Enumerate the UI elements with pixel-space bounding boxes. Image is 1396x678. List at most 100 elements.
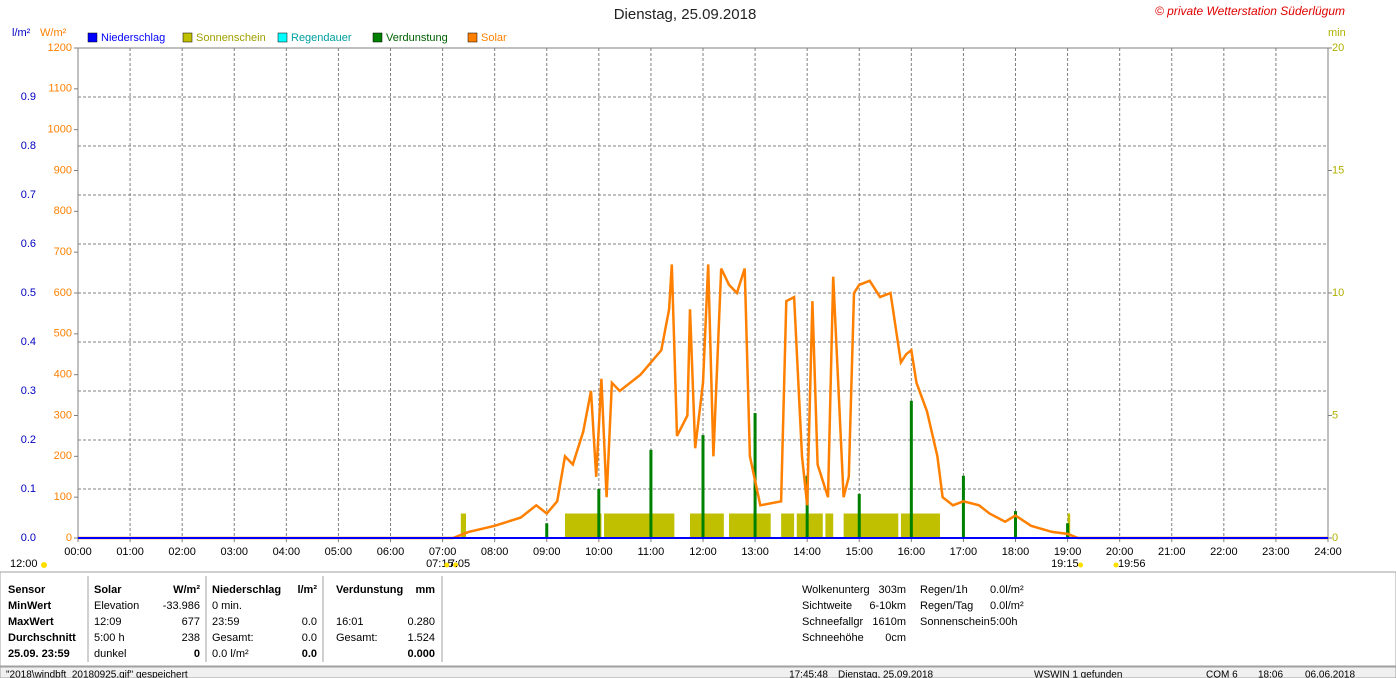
y3-tick-label: 5 <box>1332 409 1338 421</box>
sunshine-bar <box>604 513 675 538</box>
x-tick-label: 15:00 <box>845 546 873 558</box>
time-annotation: 19:15 <box>1051 558 1079 570</box>
status-text: "2018\windbft_20180925.gif" gespeichert <box>6 670 188 678</box>
x-tick-label: 10:00 <box>585 546 613 558</box>
x-tick-label: 09:00 <box>533 546 561 558</box>
evaporation-bar <box>1066 523 1070 538</box>
legend-swatch <box>372 32 383 43</box>
stats-cell: dunkel <box>94 648 126 660</box>
y-tick-label: 0.3 <box>21 385 36 397</box>
stats-cell: 12:09 <box>94 616 122 628</box>
stats-cell: Durchschnitt <box>8 632 76 644</box>
evaporation-bar <box>649 449 653 538</box>
stats-cell: Solar <box>94 584 122 596</box>
legend-label: Regendauer <box>291 32 352 44</box>
y-tick-label: 0.9 <box>21 91 36 103</box>
rain-label: Regen/1h <box>920 584 968 596</box>
weather-label: Schneehöhe <box>802 632 864 644</box>
rain-label: Regen/Tag <box>920 600 973 612</box>
sun-marker <box>41 562 47 568</box>
stats-cell: MaxWert <box>8 616 54 628</box>
x-tick-label: 02:00 <box>168 546 196 558</box>
sunshine-bar <box>564 513 602 538</box>
legend-label: Sonnenschein <box>196 32 266 44</box>
evaporation-bar <box>701 435 705 538</box>
y2-tick-label: 800 <box>54 205 72 217</box>
y2-tick-label: 500 <box>54 328 72 340</box>
status-bar <box>0 666 1396 678</box>
weather-label: Wolkenunterg <box>802 584 870 596</box>
rain-value: 5:00h <box>990 616 1018 628</box>
y2-tick-label: 1100 <box>48 83 72 95</box>
weather-value: 303m <box>878 584 906 596</box>
stats-cell: Sensor <box>8 584 46 596</box>
sunshine-bar <box>460 513 467 538</box>
x-tick-label: 21:00 <box>1158 546 1186 558</box>
x-tick-label: 22:00 <box>1210 546 1238 558</box>
stats-cell: 0 min. <box>212 600 242 612</box>
x-tick-label: 11:00 <box>638 546 665 558</box>
time-annotation: 19:56 <box>1118 558 1146 570</box>
y-tick-label: 0.7 <box>21 189 36 201</box>
x-tick-label: 04:00 <box>273 546 301 558</box>
evaporation-bar <box>1014 511 1017 538</box>
stats-cell: -33.986 <box>163 600 200 612</box>
y2-tick-label: 200 <box>54 450 72 462</box>
stats-cell: 0 <box>194 648 200 660</box>
status-text: Dienstag, 25.09.2018 <box>838 670 934 678</box>
sun-marker <box>444 562 450 568</box>
evaporation-bar <box>857 493 861 538</box>
weather-value: 6-10km <box>869 600 906 612</box>
y-tick-label: 0.8 <box>21 140 36 152</box>
sun-marker <box>1078 562 1084 568</box>
y3-axis-label: min <box>1328 27 1346 39</box>
legend-label: Verdunstung <box>386 32 448 44</box>
stats-cell: MinWert <box>8 600 52 612</box>
x-tick-label: 05:00 <box>325 546 353 558</box>
evaporation-bar <box>597 489 601 538</box>
y2-tick-label: 400 <box>54 369 72 381</box>
sunshine-bar <box>900 513 940 538</box>
y-tick-label: 0.2 <box>21 434 36 446</box>
x-tick-label: 06:00 <box>377 546 405 558</box>
x-tick-label: 20:00 <box>1106 546 1134 558</box>
stats-cell: Gesamt: <box>336 632 378 644</box>
y2-tick-label: 700 <box>54 246 72 258</box>
y-tick-label: 0.5 <box>21 287 36 299</box>
stats-cell: 0.000 <box>407 648 435 660</box>
corner-label: 12:00 <box>10 558 38 570</box>
y2-tick-label: 1200 <box>48 42 72 54</box>
x-tick-label: 18:00 <box>1002 546 1030 558</box>
status-text: COM 6 <box>1206 670 1238 678</box>
stats-cell: 23:59 <box>212 616 240 628</box>
x-tick-label: 16:00 <box>898 546 926 558</box>
stats-cell: 1.524 <box>407 632 435 644</box>
stats-cell: Gesamt: <box>212 632 254 644</box>
y-tick-label: 0.4 <box>21 336 36 348</box>
sunshine-bar <box>843 513 899 538</box>
x-tick-label: 13:00 <box>741 546 769 558</box>
sun-marker <box>1113 562 1119 568</box>
x-tick-label: 19:00 <box>1054 546 1082 558</box>
stats-panel <box>0 571 1396 667</box>
weather-value: 1610m <box>872 616 906 628</box>
y2-tick-label: 0 <box>66 532 72 544</box>
evaporation-bar <box>545 523 549 538</box>
stats-cell: W/m² <box>173 584 200 596</box>
evaporation-bar <box>909 400 913 538</box>
weather-value: 0cm <box>885 632 906 644</box>
y2-tick-label: 900 <box>54 164 72 176</box>
sunshine-bar <box>729 513 771 538</box>
status-text: 17:45:48 <box>789 670 828 678</box>
y2-axis-label: W/m² <box>40 27 67 39</box>
x-tick-label: 12:00 <box>689 546 717 558</box>
status-text: 18:06 <box>1258 670 1283 678</box>
stats-cell: 0.0 <box>302 632 317 644</box>
legend-swatch <box>87 32 98 43</box>
rain-value: 0.0l/m² <box>990 600 1024 612</box>
x-tick-label: 07:00 <box>429 546 457 558</box>
stats-cell: 677 <box>182 616 200 628</box>
x-tick-label: 17:00 <box>950 546 978 558</box>
sunshine-bar <box>781 513 795 538</box>
